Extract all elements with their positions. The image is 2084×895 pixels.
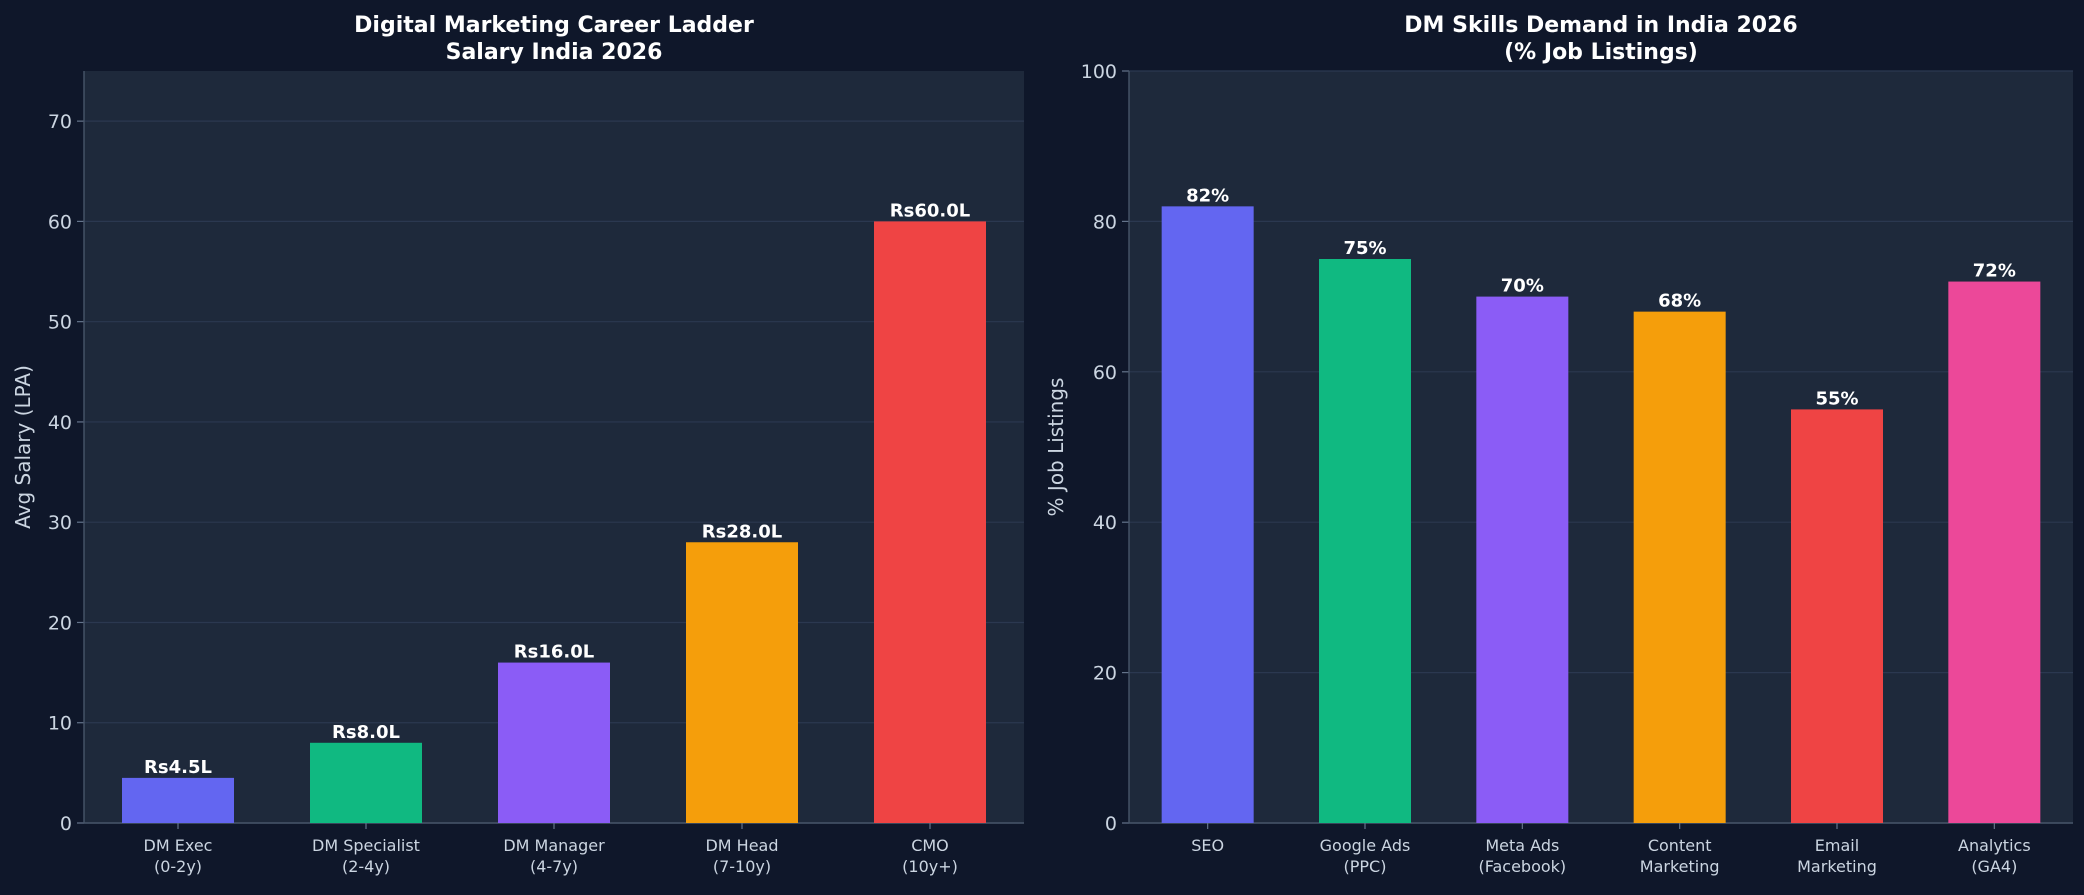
y-tick-label: 0 bbox=[1105, 813, 1117, 835]
y-tick-label: 80 bbox=[1093, 211, 1117, 233]
x-tick-label: DM Specialist (2-4y) bbox=[312, 836, 420, 876]
chart-title: (% Job Listings) bbox=[1504, 40, 1698, 65]
data-label: 75% bbox=[1343, 238, 1386, 259]
y-tick-label: 40 bbox=[48, 412, 72, 434]
data-label: 70% bbox=[1501, 276, 1544, 297]
y-tick-label: 20 bbox=[48, 612, 72, 634]
data-label: 72% bbox=[1973, 261, 2016, 282]
chart-title: Digital Marketing Career Ladder bbox=[354, 13, 754, 38]
y-tick-label: 0 bbox=[60, 813, 72, 835]
bar bbox=[1633, 311, 1726, 823]
x-tick-label: Email Marketing bbox=[1797, 836, 1877, 876]
y-axis-label: % Job Listings bbox=[1044, 378, 1068, 517]
chart-panel-2: 0 20 40 60 80 100 82% SEO 75% Google Ads (PPC) 70% M… bbox=[1044, 13, 2073, 876]
data-label: Rs4.5L bbox=[144, 757, 212, 778]
plot-area bbox=[1129, 71, 2073, 823]
y-tick-label: 30 bbox=[48, 512, 72, 534]
x-tick-label: DM Head (7-10y) bbox=[705, 836, 778, 876]
bar bbox=[1791, 409, 1883, 823]
y-tick-label: 60 bbox=[1093, 362, 1117, 384]
data-label: 55% bbox=[1815, 388, 1858, 409]
data-label: Rs60.0L bbox=[890, 200, 970, 221]
data-label: 68% bbox=[1658, 291, 1701, 312]
y-tick-label: 50 bbox=[48, 312, 72, 334]
bar bbox=[1948, 281, 2041, 823]
y-tick-label: 40 bbox=[1093, 512, 1117, 534]
x-tick-label: DM Exec (0-2y) bbox=[144, 836, 213, 876]
chart-title: DM Skills Demand in India 2026 bbox=[1404, 13, 1797, 38]
data-label: Rs16.0L bbox=[514, 642, 594, 663]
bar bbox=[686, 542, 798, 823]
y-tick-label: 100 bbox=[1081, 61, 1117, 83]
data-label: Rs28.0L bbox=[702, 521, 782, 542]
x-tick-label: Analytics (GA4) bbox=[1958, 836, 2031, 876]
data-label: Rs8.0L bbox=[332, 722, 400, 743]
bar bbox=[874, 221, 986, 823]
y-tick-label: 20 bbox=[1093, 663, 1117, 685]
y-axis-label: Avg Salary (LPA) bbox=[11, 365, 35, 529]
x-tick-label: CMO (10y+) bbox=[902, 836, 958, 876]
x-tick-label: Meta Ads (Facebook) bbox=[1478, 836, 1566, 876]
chart-title: Salary India 2026 bbox=[446, 40, 663, 65]
y-tick-label: 70 bbox=[48, 111, 72, 133]
y-tick-label: 60 bbox=[48, 211, 72, 233]
bar bbox=[122, 777, 234, 823]
chart-panel-1: 0 10 20 30 40 50 60 70 Rs4.5L DM Exec (0-2y) Rs8.0L… bbox=[11, 13, 1024, 876]
bar bbox=[310, 742, 422, 823]
bar bbox=[1161, 206, 1254, 824]
data-label: 82% bbox=[1186, 185, 1229, 206]
bar bbox=[1319, 259, 1411, 823]
x-tick-label: Google Ads (PPC) bbox=[1320, 836, 1411, 876]
x-tick-label: Content Marketing bbox=[1640, 836, 1720, 876]
x-tick-label: SEO bbox=[1191, 836, 1224, 855]
x-tick-label: DM Manager (4-7y) bbox=[503, 836, 605, 876]
y-tick-label: 10 bbox=[48, 713, 72, 735]
bar bbox=[498, 662, 610, 823]
bar bbox=[1476, 296, 1569, 824]
